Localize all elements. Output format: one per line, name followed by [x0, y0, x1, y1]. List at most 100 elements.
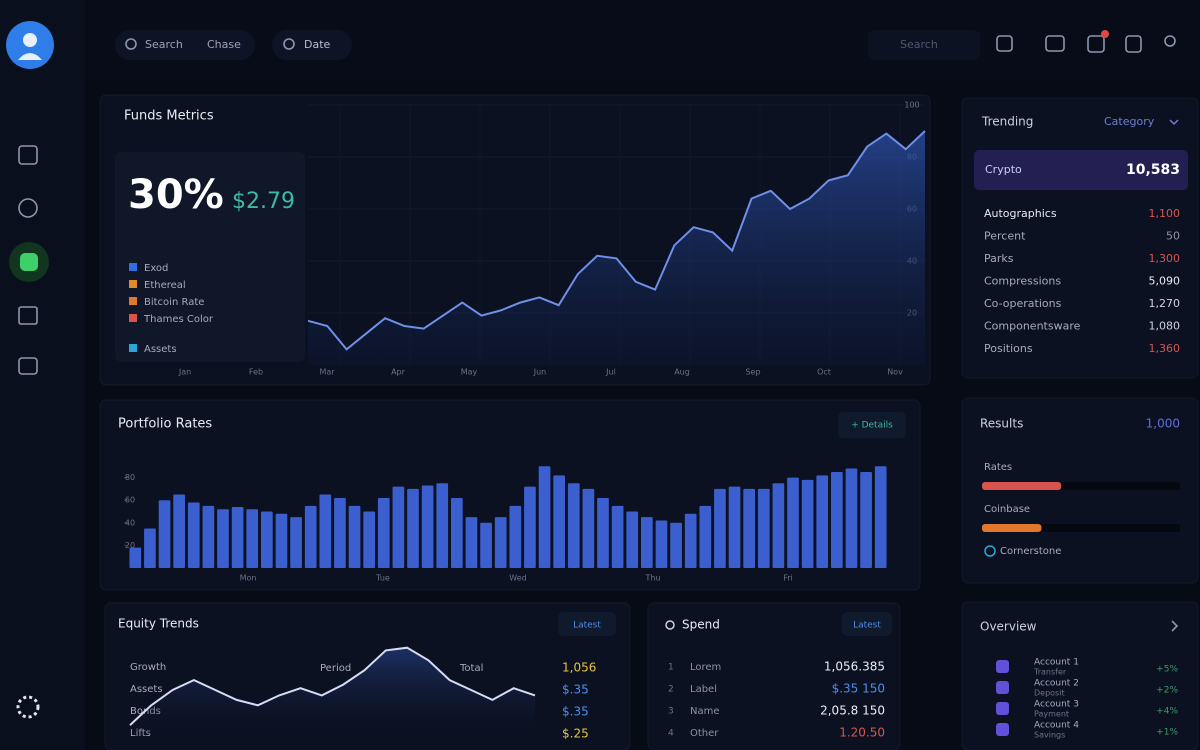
bar — [845, 468, 858, 568]
bar — [757, 488, 770, 568]
nav-active[interactable] — [20, 253, 38, 271]
dropdown-caret — [1169, 119, 1179, 126]
rank: 2 — [668, 685, 674, 695]
nav-home[interactable] — [18, 145, 38, 165]
nav-doc[interactable] — [18, 306, 38, 325]
latest-button[interactable] — [558, 612, 616, 636]
highlight-label: Crypto — [985, 163, 1022, 176]
rank: 4 — [668, 729, 674, 739]
details-button[interactable] — [838, 412, 906, 438]
spend-icon — [665, 620, 675, 630]
overview-chevron[interactable] — [1171, 620, 1179, 632]
funds-card — [115, 152, 305, 362]
search-chip[interactable] — [115, 30, 255, 60]
bar — [831, 471, 843, 568]
top-icon[interactable] — [996, 35, 1013, 52]
row-value: +4% — [1156, 707, 1178, 717]
top-icon[interactable] — [1087, 35, 1105, 53]
value: 1,300 — [1149, 252, 1181, 265]
bar — [728, 486, 741, 568]
nav-clock[interactable] — [18, 198, 38, 218]
row-label: Parks — [984, 252, 1014, 265]
top-icon[interactable] — [1164, 35, 1176, 47]
button-label: Latest — [573, 621, 601, 631]
area-fill — [308, 131, 925, 365]
top-icon[interactable] — [1045, 35, 1065, 52]
row-label: Compressions — [984, 275, 1061, 288]
bar — [202, 505, 215, 568]
x-tick-label: Oct — [817, 368, 831, 377]
item-icon — [984, 545, 996, 557]
button-label: + Details — [851, 421, 893, 431]
bar — [246, 509, 259, 568]
date-chip[interactable] — [272, 30, 352, 60]
column-label: Period — [320, 663, 351, 674]
search-box[interactable] — [868, 30, 980, 60]
row-subtitle: Payment — [1034, 710, 1069, 719]
x-tick-label: Fri — [783, 574, 793, 583]
value: $.35 — [562, 705, 589, 719]
legend-label: Exod — [144, 263, 168, 274]
rank: 3 — [668, 707, 674, 717]
item-label: Coinbase — [984, 504, 1030, 515]
legend-label: Assets — [144, 344, 177, 355]
legend-label: Thames Color — [143, 314, 214, 325]
top-icon[interactable] — [1125, 35, 1142, 53]
legend-swatch — [129, 263, 137, 271]
x-tick-label: Mon — [240, 574, 257, 583]
bar — [816, 475, 829, 568]
row-label: Growth — [130, 662, 166, 673]
value: 1,270 — [1149, 297, 1181, 310]
row-value: +2% — [1156, 686, 1178, 696]
highlight-value: 10,583 — [1126, 162, 1180, 178]
rank: 1 — [668, 663, 674, 673]
x-tick-label: Aug — [674, 368, 690, 377]
filter-label: Date — [304, 38, 331, 51]
bar — [626, 511, 639, 568]
item-label: Rates — [984, 462, 1012, 473]
panel-title: Funds Metrics — [124, 109, 214, 124]
trend-line — [129, 646, 536, 726]
bar — [772, 483, 785, 568]
bar — [421, 485, 434, 568]
row-label: Autographics — [984, 207, 1057, 220]
bar — [363, 511, 375, 568]
item-label: Cornerstone — [1000, 546, 1061, 557]
bar — [860, 471, 872, 568]
row-label: Co-operations — [984, 297, 1062, 310]
x-tick-label: Tue — [375, 574, 390, 583]
row-title: Account 3 — [1034, 700, 1079, 710]
avatar-head — [23, 33, 37, 47]
bar — [290, 517, 302, 568]
bar — [684, 513, 697, 568]
value: $.35 — [562, 683, 589, 697]
column-label: Total — [459, 663, 483, 674]
row-label: Positions — [984, 342, 1033, 355]
y-tick-label: 40 — [125, 518, 135, 527]
trending-highlight[interactable] — [974, 150, 1188, 190]
bar — [597, 497, 609, 568]
legend-swatch — [129, 297, 137, 305]
value: 1,056.385 — [824, 660, 885, 674]
bar — [582, 488, 595, 568]
notification-dot — [1101, 30, 1109, 38]
row-value: +1% — [1156, 728, 1178, 738]
bar — [348, 505, 361, 568]
search-placeholder: Search — [900, 38, 938, 51]
panel-title: Overview — [980, 620, 1037, 634]
bar — [655, 520, 668, 568]
x-tick-label: Jan — [178, 368, 191, 377]
y-tick-label: 80 — [125, 473, 135, 482]
nav-folder[interactable] — [18, 357, 38, 375]
row-subtitle: Deposit — [1034, 689, 1065, 698]
bar — [611, 505, 624, 568]
nav-settings[interactable] — [16, 695, 40, 719]
row-subtitle: Transfer — [1033, 668, 1067, 677]
row-icon — [996, 723, 1009, 736]
y-tick-label: 100 — [904, 101, 919, 110]
x-tick-label: May — [461, 368, 478, 377]
x-tick-label: Wed — [509, 574, 526, 583]
latest-button[interactable] — [842, 612, 892, 636]
row-title: Account 1 — [1034, 658, 1079, 668]
